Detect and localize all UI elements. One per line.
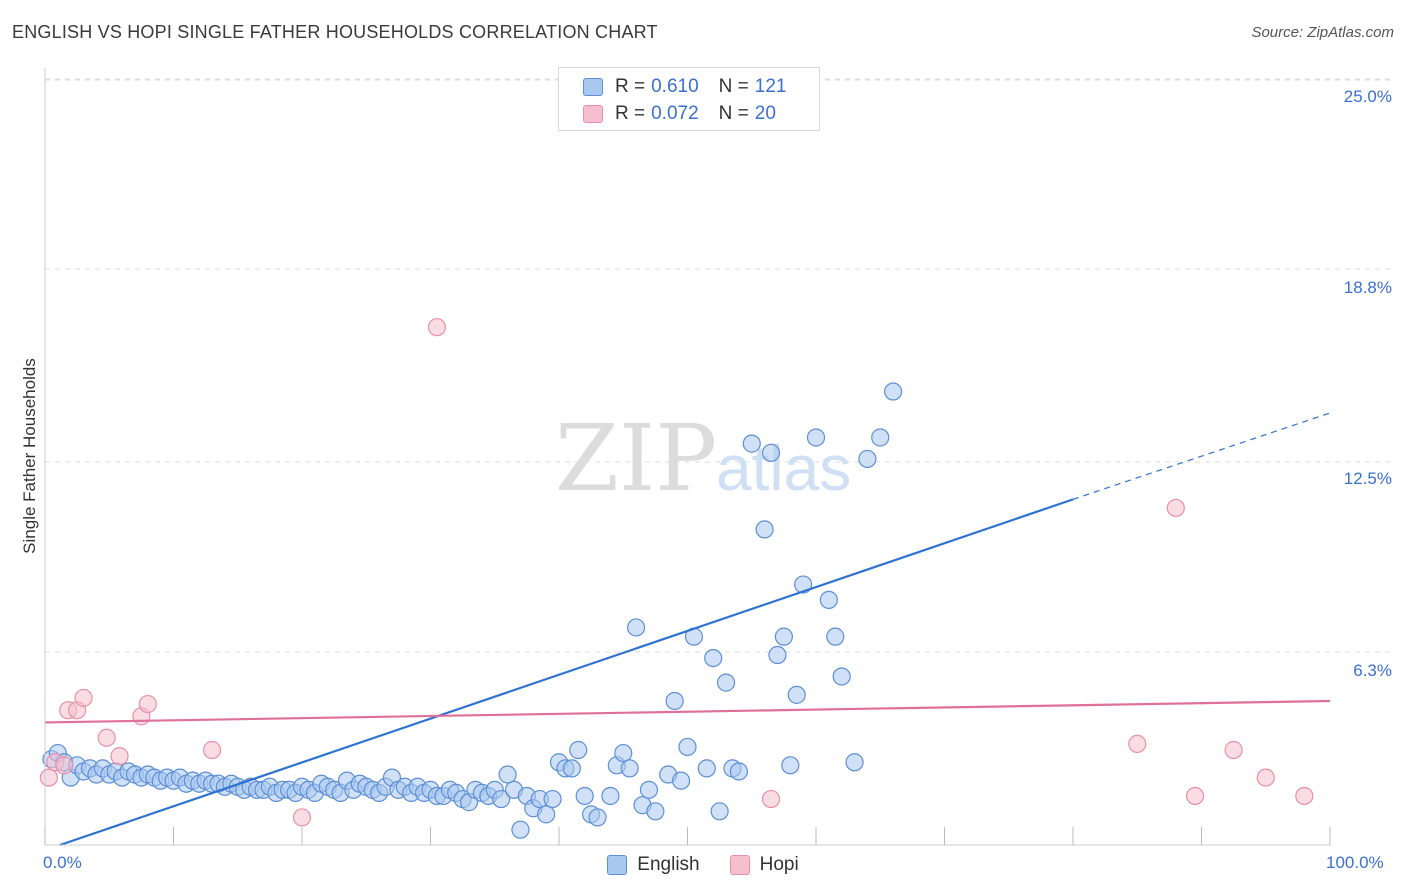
hopi-points [39, 318, 1314, 827]
y-tick-label: 6.3% [1353, 661, 1392, 680]
hopi-point [1256, 768, 1275, 787]
english-trend-line [59, 498, 1074, 847]
hopi-point [1224, 740, 1243, 760]
bottom-legend: English Hopi [0, 852, 1406, 878]
english-point [858, 449, 877, 469]
english-point [729, 762, 749, 781]
english-point [537, 805, 556, 824]
hopi-point [97, 728, 116, 747]
legend-r-label: R = [615, 76, 646, 97]
hopi-point [74, 688, 93, 708]
hopi-point [761, 789, 781, 809]
hopi-swatch [583, 105, 603, 123]
y-tick-label: 18.8% [1343, 278, 1392, 297]
english-point [678, 737, 697, 757]
english-point [646, 802, 665, 821]
legend-n-value: 20 [754, 103, 776, 124]
legend-n-label: N = [718, 76, 749, 97]
english-point [575, 786, 594, 806]
x-tick-label: 0.0% [43, 853, 82, 872]
english-point [639, 780, 659, 799]
english-point [697, 759, 716, 778]
hopi-point [39, 768, 58, 787]
axes [44, 68, 1331, 846]
legend-label-hopi: Hopi [759, 854, 799, 875]
grid [45, 78, 1390, 653]
english-point [716, 673, 736, 692]
x-tick-label: 100.0% [1326, 853, 1384, 872]
watermark-atlas: atlas [716, 432, 851, 504]
watermark: ZIP atlas [555, 405, 851, 512]
english-point [787, 685, 806, 704]
english-point [543, 789, 562, 809]
hopi-point [1295, 786, 1314, 806]
watermark-zip: ZIP [555, 405, 717, 512]
english-point [498, 765, 517, 784]
hopi-point [1128, 734, 1147, 753]
english-point [671, 771, 691, 790]
legend-item-hopi[interactable]: Hopi [729, 854, 799, 876]
trend-lines [44, 412, 1331, 847]
english-point [588, 808, 607, 827]
english-point [755, 520, 774, 539]
english-point [601, 786, 620, 806]
source-label: Source: ZipAtlas.com [1251, 24, 1394, 41]
legend-label-english: English [637, 854, 700, 875]
english-point [614, 743, 633, 763]
english-swatch [607, 855, 628, 875]
english-point [826, 627, 845, 646]
legend-row-hopi: R = 0.072 N = 20 [583, 102, 776, 126]
english-points [42, 382, 903, 839]
hopi-swatch [729, 855, 750, 875]
legend-row-english: R = 0.610 N = 121 [583, 75, 786, 99]
english-point [774, 627, 793, 646]
y-tick-label: 12.5% [1343, 469, 1392, 488]
hopi-point [110, 747, 129, 766]
hopi-point [55, 756, 74, 775]
legend-r-value: 0.610 [651, 76, 699, 97]
english-point [819, 590, 838, 609]
english-point [871, 428, 890, 447]
english-point [569, 740, 588, 760]
hopi-point [1185, 786, 1205, 806]
legend: R = 0.610 N = 121 R = 0.072 N = 20 [558, 67, 820, 131]
english-point [806, 428, 826, 447]
legend-r-label: R = [615, 103, 646, 124]
english-point [704, 648, 723, 668]
english-point [665, 691, 684, 711]
legend-n-label: N = [718, 103, 749, 124]
english-point [832, 667, 851, 686]
english-point [768, 645, 787, 665]
english-point [794, 575, 813, 594]
english-point [781, 756, 800, 775]
english-point [883, 382, 903, 401]
english-point [761, 443, 781, 462]
english-swatch [583, 78, 603, 96]
english-point [562, 759, 581, 778]
english-point [845, 753, 864, 772]
english-trend-line-extension [1072, 412, 1331, 500]
hopi-trend-line [44, 699, 1331, 724]
english-point [511, 820, 530, 839]
english-point [626, 618, 646, 637]
hopi-point [1166, 498, 1185, 518]
english-point [710, 802, 729, 821]
legend-n-value: 121 [754, 76, 787, 97]
english-point [742, 434, 761, 453]
y-tick-label: 25.0% [1343, 87, 1392, 106]
hopi-point [292, 808, 312, 827]
hopi-point [202, 740, 222, 760]
hopi-point [427, 318, 447, 337]
english-point [492, 789, 511, 809]
hopi-point [138, 694, 157, 714]
chart-title: ENGLISH VS HOPI SINGLE FATHER HOUSEHOLDS… [12, 22, 658, 42]
legend-r-value: 0.072 [651, 103, 699, 124]
english-point [620, 759, 639, 778]
legend-item-english[interactable]: English [607, 854, 700, 876]
